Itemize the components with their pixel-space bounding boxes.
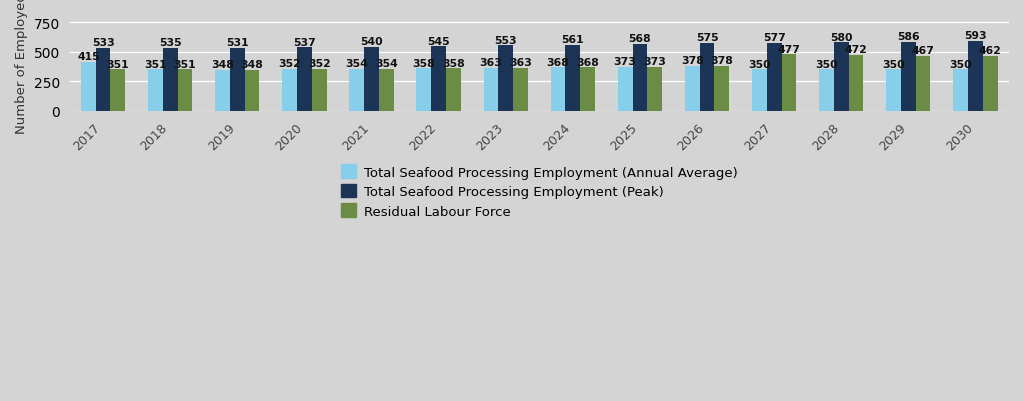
Bar <box>953 70 968 111</box>
Bar <box>148 70 163 111</box>
Bar <box>834 43 849 111</box>
Bar <box>617 67 633 111</box>
Text: 553: 553 <box>495 36 517 46</box>
Text: 358: 358 <box>442 59 465 69</box>
Text: 593: 593 <box>965 31 987 41</box>
Bar <box>968 42 983 111</box>
Bar <box>163 49 177 111</box>
Bar <box>215 71 230 111</box>
Bar <box>81 63 95 111</box>
Text: 350: 350 <box>749 59 771 69</box>
Y-axis label: Number of Employed: Number of Employed <box>15 0 28 134</box>
Bar <box>379 70 393 111</box>
Text: 462: 462 <box>979 47 1001 57</box>
Bar <box>781 55 797 111</box>
Text: 378: 378 <box>681 56 703 66</box>
Bar <box>483 69 499 111</box>
Text: 350: 350 <box>949 59 972 69</box>
Text: 545: 545 <box>427 36 450 47</box>
Text: 354: 354 <box>345 59 368 69</box>
Text: 348: 348 <box>241 60 263 70</box>
Bar <box>685 67 699 111</box>
Text: 350: 350 <box>883 59 905 69</box>
Text: 533: 533 <box>92 38 115 48</box>
Bar <box>633 45 647 111</box>
Text: 586: 586 <box>897 32 920 42</box>
Bar <box>915 57 931 111</box>
Bar <box>499 47 513 111</box>
Bar <box>581 68 595 111</box>
Text: 378: 378 <box>711 56 733 66</box>
Bar <box>111 70 125 111</box>
Bar <box>417 69 431 111</box>
Text: 575: 575 <box>695 33 719 43</box>
Bar <box>349 70 365 111</box>
Text: 368: 368 <box>577 57 599 67</box>
Bar <box>901 43 915 111</box>
Text: 477: 477 <box>777 45 801 55</box>
Bar <box>551 68 565 111</box>
Bar <box>699 44 715 111</box>
Text: 363: 363 <box>509 58 531 68</box>
Bar <box>752 70 767 111</box>
Text: 352: 352 <box>308 59 331 69</box>
Text: 467: 467 <box>911 46 935 56</box>
Bar <box>446 69 461 111</box>
Text: 363: 363 <box>479 58 503 68</box>
Text: 472: 472 <box>845 45 867 55</box>
Text: 373: 373 <box>613 57 637 67</box>
Bar <box>365 48 379 111</box>
Text: 351: 351 <box>106 59 129 69</box>
Bar <box>715 67 729 111</box>
Text: 373: 373 <box>643 57 667 67</box>
Text: 354: 354 <box>375 59 397 69</box>
Text: 348: 348 <box>211 60 233 70</box>
Bar <box>647 67 663 111</box>
Bar <box>767 44 781 111</box>
Bar <box>431 47 446 111</box>
Text: 561: 561 <box>561 35 584 45</box>
Text: 540: 540 <box>360 37 383 47</box>
Text: 577: 577 <box>763 33 785 43</box>
Bar <box>95 49 111 111</box>
Text: 352: 352 <box>279 59 301 69</box>
Bar <box>245 71 259 111</box>
Text: 535: 535 <box>159 38 181 48</box>
Bar <box>983 57 997 111</box>
Text: 537: 537 <box>293 38 315 48</box>
Bar <box>283 70 297 111</box>
Legend: Total Seafood Processing Employment (Annual Average), Total Seafood Processing E: Total Seafood Processing Employment (Ann… <box>334 158 744 225</box>
Bar <box>513 69 527 111</box>
Text: 358: 358 <box>413 59 435 69</box>
Text: 350: 350 <box>815 59 838 69</box>
Bar <box>230 49 245 111</box>
Bar <box>886 70 901 111</box>
Text: 415: 415 <box>77 52 99 62</box>
Bar <box>849 56 863 111</box>
Text: 351: 351 <box>144 59 167 69</box>
Text: 368: 368 <box>547 57 569 67</box>
Text: 580: 580 <box>830 32 853 43</box>
Text: 351: 351 <box>174 59 197 69</box>
Text: 531: 531 <box>226 38 249 48</box>
Bar <box>311 70 327 111</box>
Text: 568: 568 <box>629 34 651 44</box>
Bar <box>297 48 311 111</box>
Bar <box>177 70 193 111</box>
Bar <box>819 70 834 111</box>
Bar <box>565 45 581 111</box>
